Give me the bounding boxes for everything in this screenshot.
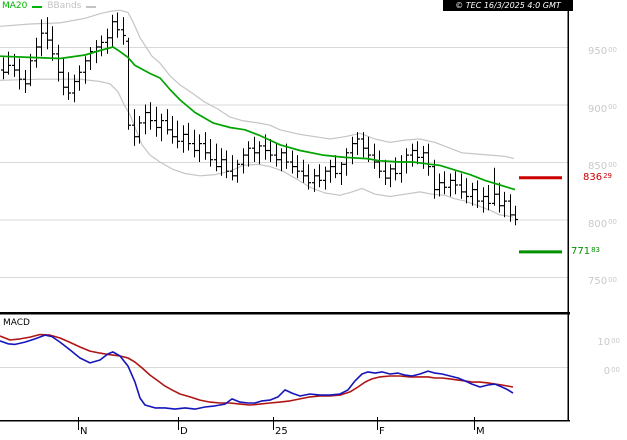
time-axis-label-D: D xyxy=(180,426,188,437)
price-gridlines xyxy=(0,47,568,368)
copyright-bar: © TEC 16/3/2025 4:0 GMT xyxy=(443,0,573,11)
signal-line xyxy=(0,333,514,406)
bbands-line-swatch xyxy=(86,5,97,8)
chart-borders xyxy=(0,10,570,422)
time-axis-label-25: 25 xyxy=(275,426,288,437)
legend-ma20[interactable]: MA20 xyxy=(2,1,28,11)
bollinger-bands xyxy=(0,9,515,218)
ohlc-bars xyxy=(1,12,518,226)
price-axis-label-800: 80000 xyxy=(588,218,618,230)
time-axis-label-N: N xyxy=(80,426,88,437)
macd-line xyxy=(0,334,514,410)
ma20-line xyxy=(0,46,516,191)
time-axis-label-F: F xyxy=(379,426,385,437)
macd-panel-title[interactable]: MACD xyxy=(3,318,30,328)
macd-axis-label-0: 000 xyxy=(603,365,620,378)
ma20-line-swatch xyxy=(32,5,43,8)
time-axis-label-M: M xyxy=(476,426,485,437)
macd-axis-label-10: 1000 xyxy=(597,336,620,349)
price-axis-label-750: 75000 xyxy=(588,275,618,288)
time-axis-ticks xyxy=(78,417,475,430)
support-price-label[interactable]: 77183 xyxy=(571,245,601,258)
price-axis-label-950: 95000 xyxy=(588,45,618,58)
price-axis-label-850: 85000 xyxy=(588,160,618,173)
indicator-legend: MA20 BBands xyxy=(2,1,101,12)
resistance-price-label[interactable]: 83629 xyxy=(583,171,613,184)
legend-bbands[interactable]: BBands xyxy=(47,1,82,11)
price-axis-label-900: 90000 xyxy=(588,103,618,115)
